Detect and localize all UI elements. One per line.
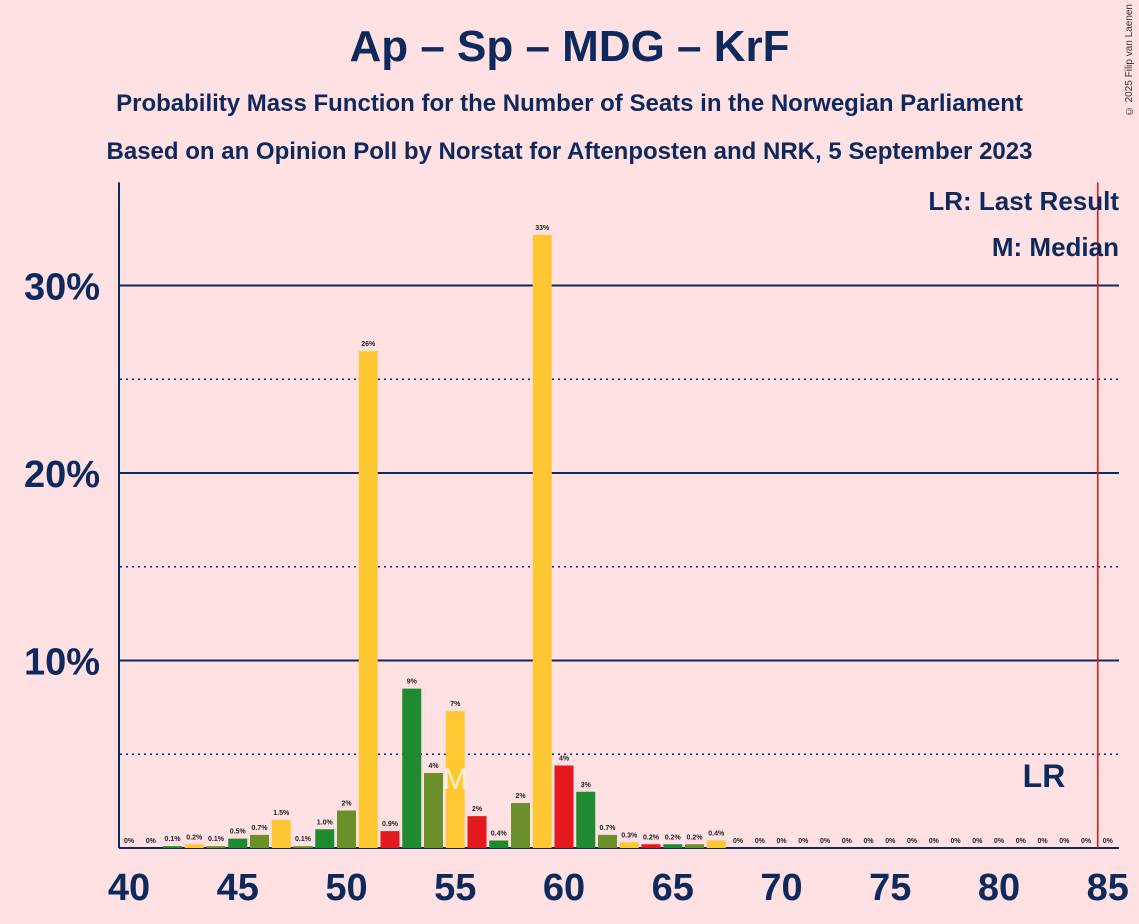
bar-value-label: 0% bbox=[1016, 838, 1027, 845]
bar bbox=[467, 816, 487, 848]
x-tick-label: 80 bbox=[978, 867, 1020, 909]
bar bbox=[250, 834, 269, 848]
bar-value-label: 1.5% bbox=[273, 810, 290, 817]
bar bbox=[315, 829, 335, 848]
bar-value-label: 0.1% bbox=[208, 836, 225, 843]
bar-value-label: 0% bbox=[733, 838, 744, 845]
bar-value-label: 0.3% bbox=[621, 832, 638, 839]
bar-value-label: 0% bbox=[1103, 838, 1114, 845]
median-marker: M bbox=[443, 763, 468, 796]
bar-value-label: 0% bbox=[1059, 838, 1070, 845]
bar-value-label: 2% bbox=[515, 793, 526, 800]
x-tick-label: 55 bbox=[434, 867, 476, 909]
bar-value-label: 4% bbox=[428, 763, 439, 770]
bar-value-label: 2% bbox=[472, 806, 483, 813]
bar-value-label: 0.4% bbox=[708, 831, 725, 838]
bar bbox=[228, 838, 248, 848]
bar-value-label: 0% bbox=[863, 838, 874, 845]
bar-value-label: 2% bbox=[341, 801, 352, 808]
bar bbox=[511, 803, 530, 848]
x-tick-label: 85 bbox=[1087, 867, 1129, 909]
bar-value-label: 0.9% bbox=[382, 821, 399, 828]
bar-value-label: 3% bbox=[581, 782, 592, 789]
bar-value-label: 0% bbox=[1037, 838, 1048, 845]
bar-value-label: 0% bbox=[820, 838, 831, 845]
bar-value-label: 0.1% bbox=[295, 836, 312, 843]
bar-value-label: 0% bbox=[776, 838, 787, 845]
y-tick-label: 30% bbox=[24, 267, 100, 309]
bar bbox=[358, 351, 378, 848]
bar-value-label: 0.4% bbox=[491, 831, 508, 838]
bar-value-label: 26% bbox=[361, 341, 376, 348]
bar bbox=[619, 842, 639, 848]
bar-value-label: 0% bbox=[842, 838, 853, 845]
bar-value-label: 4% bbox=[559, 756, 570, 763]
chart-subtitle: Probability Mass Function for the Number… bbox=[116, 90, 1023, 117]
bar-value-label: 0% bbox=[146, 838, 157, 845]
bar-value-label: 0% bbox=[755, 838, 766, 845]
bar bbox=[641, 844, 661, 848]
legend-median: M: Median bbox=[991, 232, 1119, 262]
x-tick-label: 40 bbox=[108, 867, 150, 909]
bar-value-label: 0% bbox=[907, 838, 918, 845]
x-tick-label: 70 bbox=[760, 867, 802, 909]
bar-value-label: 0% bbox=[929, 838, 940, 845]
bar bbox=[489, 840, 509, 848]
bar bbox=[380, 831, 400, 848]
y-tick-label: 20% bbox=[24, 454, 100, 496]
bar bbox=[576, 791, 596, 848]
bar-value-label: 0% bbox=[1081, 838, 1092, 845]
bar-value-label: 0.1% bbox=[165, 836, 182, 843]
bar-value-label: 33% bbox=[535, 225, 550, 232]
last-result-label: LR bbox=[1023, 758, 1066, 794]
bar-value-label: 0.2% bbox=[665, 834, 682, 841]
bar bbox=[337, 810, 356, 848]
bar bbox=[184, 844, 204, 848]
bar bbox=[706, 840, 726, 848]
bar-value-label: 0% bbox=[950, 838, 961, 845]
bar-value-label: 0.5% bbox=[230, 829, 247, 836]
bar-value-label: 0% bbox=[972, 838, 983, 845]
y-tick-label: 10% bbox=[24, 642, 100, 684]
bar bbox=[685, 844, 704, 848]
bar bbox=[206, 846, 226, 848]
bar-value-label: 7% bbox=[450, 701, 461, 708]
bar bbox=[271, 819, 291, 848]
bar bbox=[663, 844, 683, 848]
chart-title: Ap – Sp – MDG – KrF bbox=[349, 22, 790, 71]
bar-value-label: 0% bbox=[885, 838, 896, 845]
x-tick-label: 65 bbox=[652, 867, 694, 909]
bar-value-label: 0% bbox=[994, 838, 1005, 845]
bar-value-label: 0.2% bbox=[687, 834, 704, 841]
x-tick-label: 45 bbox=[217, 867, 259, 909]
x-tick-label: 75 bbox=[869, 867, 911, 909]
bar bbox=[445, 711, 465, 848]
bar bbox=[554, 765, 574, 848]
legend-last-result: LR: Last Result bbox=[928, 186, 1119, 216]
bar bbox=[163, 846, 182, 848]
bar-value-label: 9% bbox=[407, 679, 418, 686]
bar-value-label: 0.7% bbox=[600, 825, 617, 832]
bar-value-label: 0% bbox=[798, 838, 809, 845]
x-tick-label: 50 bbox=[325, 867, 367, 909]
bar bbox=[402, 688, 422, 848]
bar-value-label: 0.7% bbox=[252, 825, 269, 832]
chart-source: Based on an Opinion Poll by Norstat for … bbox=[106, 138, 1033, 165]
bar-value-label: 0% bbox=[124, 838, 135, 845]
bar bbox=[598, 834, 617, 848]
bar bbox=[293, 846, 313, 848]
bar-value-label: 0.2% bbox=[186, 834, 203, 841]
bar bbox=[424, 773, 443, 848]
bar-value-label: 1.0% bbox=[317, 819, 334, 826]
bar bbox=[532, 234, 552, 848]
x-tick-label: 60 bbox=[543, 867, 585, 909]
bar-value-label: 0.2% bbox=[643, 834, 660, 841]
